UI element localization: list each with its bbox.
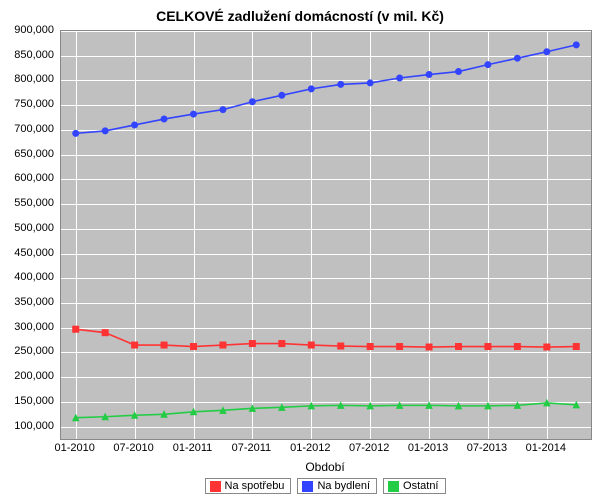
marker-na-spotrebu [220,342,226,348]
legend-label: Na spotřebu [225,480,285,492]
marker-na-spotrebu [249,341,255,347]
marker-na-spotrebu [544,344,550,350]
marker-na-bydleni [456,69,462,75]
marker-na-spotrebu [191,344,197,350]
marker-na-bydleni [544,49,550,55]
y-tick-label: 750,000 [0,98,54,110]
y-tick-label: 550,000 [0,197,54,209]
x-tick-label: 01-2010 [55,442,95,454]
marker-na-bydleni [249,99,255,105]
y-tick-label: 400,000 [0,271,54,283]
y-tick-label: 300,000 [0,321,54,333]
y-tick-label: 700,000 [0,123,54,135]
y-tick-label: 650,000 [0,148,54,160]
marker-na-spotrebu [397,344,403,350]
y-tick-label: 600,000 [0,172,54,184]
x-tick-label: 07-2012 [349,442,389,454]
y-tick-label: 200,000 [0,370,54,382]
marker-na-spotrebu [426,344,432,350]
legend-item-na-spotrebu[interactable]: Na spotřebu [205,478,292,494]
marker-na-spotrebu [338,343,344,349]
legend-item-na-bydleni[interactable]: Na bydlení [297,478,377,494]
y-tick-label: 800,000 [0,73,54,85]
series-line-na-spotrebu [76,329,577,347]
x-tick-label: 01-2013 [408,442,448,454]
marker-na-spotrebu [485,344,491,350]
marker-na-bydleni [397,75,403,81]
legend-swatch-na-spotrebu [210,481,221,492]
marker-na-spotrebu [73,326,79,332]
legend-item-ostatni[interactable]: Ostatní [383,478,445,494]
marker-na-bydleni [338,81,344,87]
chart-title: CELKOVÉ zadlužení domácností (v mil. Kč) [0,0,600,28]
marker-na-bydleni [73,130,79,136]
marker-na-bydleni [426,72,432,78]
marker-na-bydleni [161,116,167,122]
legend-label: Na bydlení [317,480,370,492]
x-tick-label: 07-2011 [232,442,272,454]
plot-area [60,30,592,440]
marker-na-bydleni [308,86,314,92]
x-tick-label: 07-2010 [113,442,153,454]
y-tick-label: 250,000 [0,345,54,357]
series-line-na-bydleni [76,45,577,134]
marker-na-bydleni [220,107,226,113]
series-line-ostatni [76,403,577,418]
marker-na-spotrebu [456,344,462,350]
x-tick-label: 01-2011 [173,442,213,454]
y-tick-label: 100,000 [0,420,54,432]
x-tick-label: 07-2013 [467,442,507,454]
series-layer [61,31,591,439]
x-tick-label: 01-2014 [526,442,566,454]
y-tick-label: 850,000 [0,49,54,61]
legend-swatch-ostatni [388,481,399,492]
legend-swatch-na-bydleni [302,481,313,492]
marker-na-bydleni [514,55,520,61]
x-axis-label: Období [305,460,344,474]
marker-na-spotrebu [573,344,579,350]
marker-na-spotrebu [308,342,314,348]
marker-na-bydleni [132,122,138,128]
marker-na-bydleni [102,128,108,134]
marker-na-bydleni [485,62,491,68]
y-tick-label: 450,000 [0,247,54,259]
x-tick-label: 01-2012 [290,442,330,454]
y-tick-label: 350,000 [0,296,54,308]
marker-na-spotrebu [367,344,373,350]
chart-container: CELKOVÉ zadlužení domácností (v mil. Kč)… [0,0,600,500]
marker-na-bydleni [367,80,373,86]
marker-na-spotrebu [161,342,167,348]
marker-na-spotrebu [102,330,108,336]
legend: Na spotřebu Na bydlení Ostatní [60,478,590,494]
marker-na-spotrebu [279,341,285,347]
marker-na-spotrebu [132,342,138,348]
marker-na-bydleni [279,92,285,98]
y-tick-label: 900,000 [0,24,54,36]
legend-label: Ostatní [403,480,438,492]
marker-na-bydleni [191,111,197,117]
marker-na-bydleni [573,42,579,48]
y-tick-label: 150,000 [0,395,54,407]
marker-na-spotrebu [514,344,520,350]
y-tick-label: 500,000 [0,222,54,234]
